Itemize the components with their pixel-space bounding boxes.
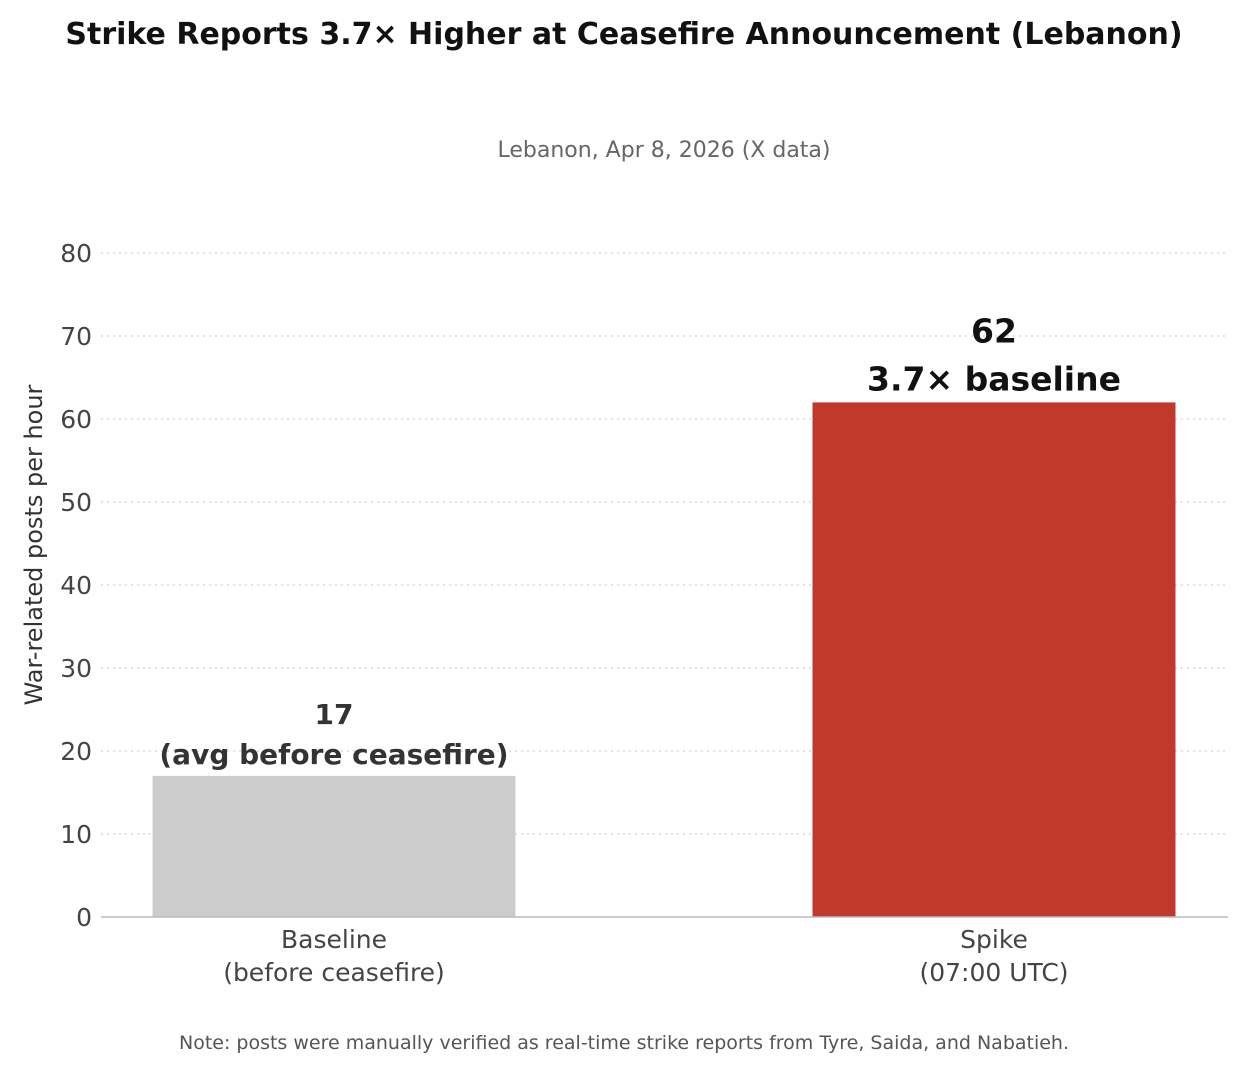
x-tick-label: Spike <box>960 925 1028 954</box>
y-axis-ticks: 0 10 20 30 40 50 60 70 80 <box>60 239 92 932</box>
y-tick-label: 20 <box>60 737 92 766</box>
bar <box>152 775 516 917</box>
y-tick-label: 60 <box>60 405 92 434</box>
x-tick-label: Baseline <box>281 925 387 954</box>
chart-subtitle: Lebanon, Apr 8, 2026 (X data) <box>498 138 831 163</box>
y-tick-label: 0 <box>76 903 92 932</box>
x-tick-label: (07:00 UTC) <box>919 958 1068 987</box>
bars <box>152 402 1176 917</box>
data-label-note: (avg before ceasefire) <box>159 738 508 771</box>
footnote: Note: posts were manually verified as re… <box>179 1032 1069 1054</box>
data-label-value: 17 <box>315 698 354 731</box>
y-tick-label: 40 <box>60 571 92 600</box>
data-labels: (avg before ceasefire) 17 3.7× baseline 62 <box>159 311 1121 771</box>
y-axis-label: War-related posts per hour <box>20 384 48 705</box>
y-tick-label: 70 <box>60 322 92 351</box>
y-tick-label: 50 <box>60 488 92 517</box>
y-tick-label: 80 <box>60 239 92 268</box>
bar <box>812 402 1176 917</box>
x-axis-ticks: Baseline (before ceasefire) Spike (07:00 UT… <box>223 925 1068 987</box>
data-label-note: 3.7× baseline <box>867 359 1121 398</box>
y-tick-label: 10 <box>60 820 92 849</box>
y-tick-label: 30 <box>60 654 92 683</box>
data-label-value: 62 <box>971 311 1017 350</box>
chart-title: Strike Reports 3.7× Higher at Ceasefire … <box>65 17 1182 52</box>
x-tick-label: (before ceasefire) <box>223 958 445 987</box>
